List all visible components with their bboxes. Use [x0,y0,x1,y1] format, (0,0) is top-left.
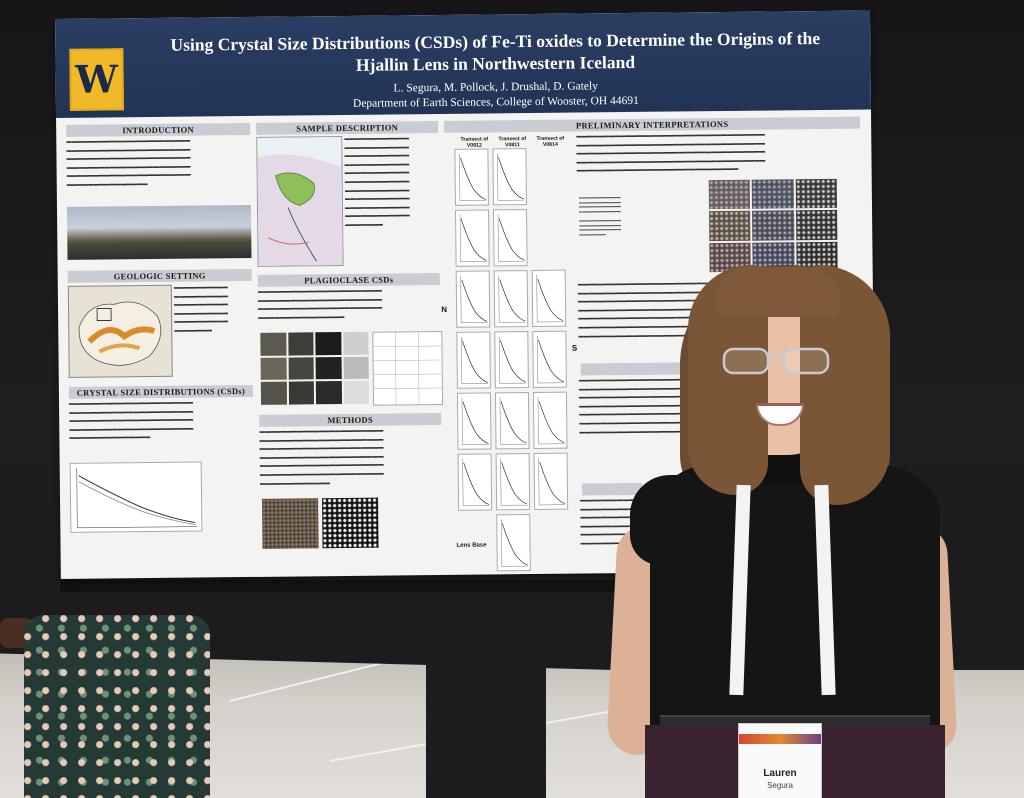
transect-csd-plot [532,330,567,389]
name-badge: Lauren Segura [738,723,822,798]
section-sample-description: SAMPLE DESCRIPTION [256,120,439,135]
badge-logo-band [739,734,821,744]
transect-csd-plot [494,392,530,450]
transect-csd-plot [493,270,529,328]
sample-description-text: ▬▬▬▬▬▬▬▬▬▬▬▬ ▬▬▬▬▬▬▬▬▬▬▬▬ ▬▬▬▬▬▬▬▬▬▬▬▬ ▬▬▬▬… [344,135,410,228]
glasses-icon [722,347,830,375]
visitor-floral-dress [24,615,210,798]
transect-csd-plot [455,209,490,267]
poster-title: Using Crystal Size Distributions (CSDs) … [125,27,865,79]
poster-header: W Using Crystal Size Distributions (CSDs… [55,10,871,118]
badge-surname: Segura [767,781,793,790]
presenter: Lauren Segura [590,255,970,798]
transect-csd-plot [531,269,567,328]
plagioclase-text: ▬▬▬▬▬▬▬▬▬▬▬▬▬▬▬▬▬▬▬▬▬▬▬ ▬▬▬▬▬▬▬▬▬▬▬▬▬▬▬▬▬… [257,287,383,321]
transect-label-v0812: Transect of V0812 [460,136,489,149]
transect-csd-plot [496,514,531,572]
transect-csd-plot [455,270,491,328]
college-logo: W [69,48,124,111]
badge-first-name: Lauren [763,768,797,779]
presenter-bangs [715,267,840,317]
transect-csd-plot [454,148,489,206]
thin-section-photo-2 [322,497,379,549]
transect-label-v0814: Transect of V0814 [536,135,565,148]
section-introduction: INTRODUCTION [66,122,251,137]
thin-section-photo-1 [262,498,319,549]
presenter-sleeve-left [630,475,700,565]
geologic-setting-text: ▬▬▬▬▬▬▬▬▬▬ ▬▬▬▬▬▬▬▬▬▬ ▬▬▬▬▬▬▬▬▬▬ ▬▬▬▬▬▬▬▬▬▬… [173,284,229,334]
research-poster: W Using Crystal Size Distributions (CSDs… [55,10,876,579]
plagioclase-photo-grid [260,331,370,405]
transect-csd-plot [457,453,493,511]
section-crystal-size: CRYSTAL SIZE DISTRIBUTIONS (CSDs) [68,384,253,399]
section-geologic-setting: GEOLOGIC SETTING [67,268,252,283]
transect-csd-plot [493,209,528,267]
presenter-sleeve-right [870,475,940,565]
csd-text: ▬▬▬▬▬▬▬▬▬▬▬▬▬▬▬▬▬▬▬▬▬▬▬ ▬▬▬▬▬▬▬▬▬▬▬▬▬▬▬▬▬… [68,399,194,442]
plagioclase-table [372,330,444,406]
transect-csd-plot [492,148,527,206]
introduction-text: ▬▬▬▬▬▬▬▬▬▬▬▬▬▬▬▬▬▬▬▬▬▬▬ ▬▬▬▬▬▬▬▬▬▬▬▬▬▬▬▬▬… [66,137,191,188]
regional-map [256,135,344,267]
transect-csd-plot [532,391,568,450]
transect-csd-plot [494,331,529,389]
logo-letter: W [75,56,119,102]
marker-north: N [441,304,448,314]
transect-csd-plot [533,452,569,511]
mountain-photo [66,204,252,260]
section-methods: METHODS [259,412,442,427]
transect-csd-plot [456,392,492,450]
lens-base-label: Lens Base [456,542,487,549]
section-plagioclase: PLAGIOCLASE CSDs [257,272,440,287]
transect-csd-plot [495,453,531,511]
transect-label-v0811: Transect of V0811 [498,136,527,149]
csd-example-chart [69,461,203,533]
visitor-legs [426,662,546,798]
transect-csd-plot [456,331,491,389]
iceland-map [67,284,173,378]
methods-text: ▬▬▬▬▬▬▬▬▬▬▬▬▬▬▬▬▬▬▬▬▬▬▬ ▬▬▬▬▬▬▬▬▬▬▬▬▬▬▬▬▬… [259,427,384,487]
